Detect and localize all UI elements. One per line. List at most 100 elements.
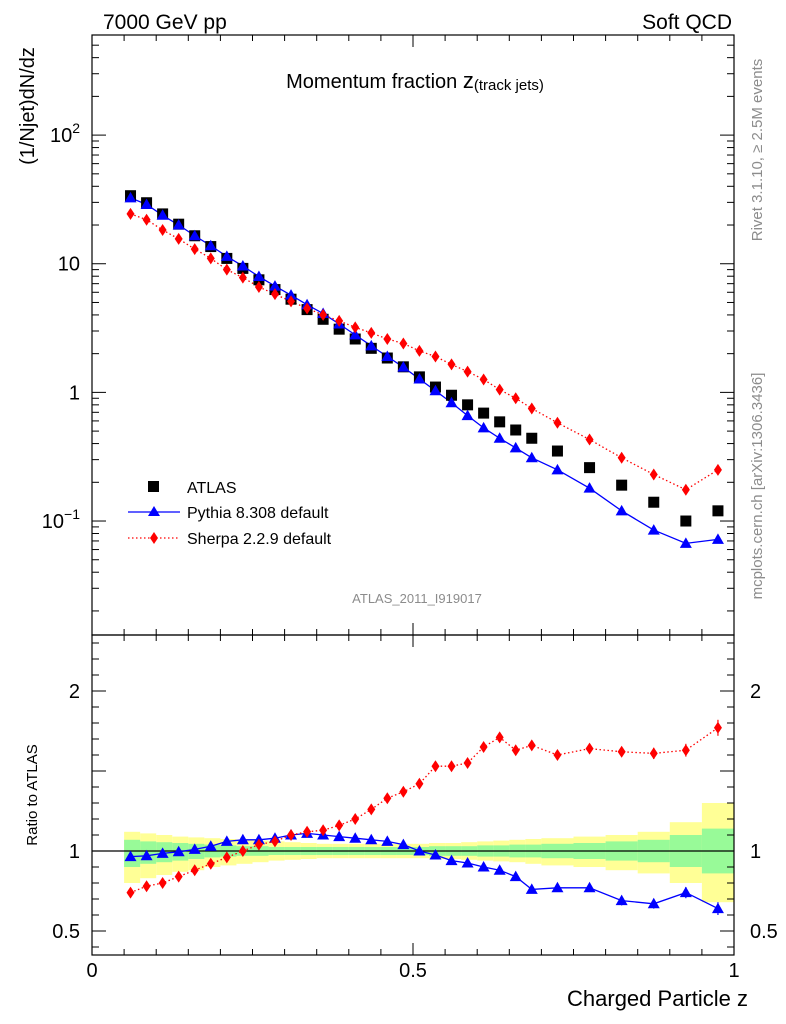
ratio-point-sherpa	[254, 838, 263, 851]
x-tick-label: 0	[86, 960, 97, 982]
stat-band-bin	[124, 839, 141, 867]
main-title: Momentum fraction z(track jets)	[286, 68, 544, 94]
legend-entry-pythia: Pythia 8.308 default	[128, 505, 329, 522]
main-y-tick-label: 1	[69, 382, 80, 404]
main-point-pythia	[252, 270, 265, 282]
main-point-pythia	[140, 198, 153, 209]
main-point-pythia	[429, 384, 442, 396]
legend-label-atlas: ATLAS	[187, 480, 237, 497]
main-point-pythia	[285, 289, 298, 300]
header-right: Soft QCD	[642, 11, 732, 34]
main-point-pythia	[413, 373, 426, 384]
main-point-pythia	[445, 396, 458, 408]
ratio-point-sherpa	[447, 760, 456, 773]
ratio-point-sherpa	[126, 886, 135, 899]
main-point-pythia	[647, 524, 660, 535]
main-point-pythia	[381, 350, 394, 362]
ratio-point-sherpa	[351, 813, 360, 825]
main-point-sherpa	[367, 326, 376, 339]
ratio-y-tick-label-left: 2	[69, 681, 80, 703]
main-point-sherpa	[383, 332, 392, 345]
x-axis-label: Charged Particle z	[567, 986, 748, 1011]
ratio-point-pythia	[525, 883, 538, 894]
ratio-uncertainty-bands	[124, 803, 734, 903]
ratio-point-pythia	[140, 849, 153, 861]
main-point-sherpa	[319, 308, 328, 321]
ratio-y-tick-label-left: 1	[69, 841, 80, 863]
ratio-point-pythia	[349, 832, 362, 843]
ratio-point-sherpa	[238, 845, 247, 857]
main-point-pythia	[156, 209, 169, 220]
mcplots-label: mcplots.cern.ch [arXiv:1306.3436]	[749, 373, 766, 600]
ratio-y-tick-label-right: 1	[750, 841, 761, 863]
main-point-pythia	[711, 533, 724, 544]
ratio-point-sherpa	[463, 757, 472, 769]
main-point-sherpa	[287, 295, 296, 308]
ratio-point-sherpa	[222, 851, 231, 864]
main-point-sherpa	[447, 358, 456, 371]
ratio-point-sherpa	[399, 785, 408, 798]
legend-label-pythia: Pythia 8.308 default	[187, 505, 329, 522]
main-point-sherpa	[415, 344, 424, 357]
ratio-point-pythia	[477, 861, 490, 872]
ratio-point-pythia	[172, 845, 185, 857]
main-point-sherpa	[463, 365, 472, 378]
main-point-atlas	[446, 389, 458, 401]
ratio-point-sherpa	[511, 744, 520, 757]
main-y-axis-label: (1/Njet)dN/dz	[17, 47, 39, 165]
header-left: 7000 GeV pp	[103, 11, 227, 34]
main-point-sherpa	[649, 468, 658, 481]
ratio-point-sherpa	[383, 792, 392, 805]
main-point-pythia	[461, 409, 474, 421]
main-y-tick-label: 10	[58, 254, 80, 276]
main-point-pythia	[615, 504, 628, 516]
main-point-pythia	[349, 328, 362, 340]
ratio-point-sherpa	[206, 857, 215, 870]
ratio-point-pythia	[711, 902, 724, 914]
main-point-sherpa	[254, 280, 263, 293]
main-point-pythia	[268, 280, 281, 291]
ratio-point-sherpa	[649, 747, 658, 760]
ratio-point-sherpa	[335, 819, 344, 832]
main-point-pythia	[583, 482, 596, 493]
main-point-pythia	[188, 229, 201, 241]
main-point-sherpa	[511, 392, 520, 405]
main-point-sherpa	[238, 271, 247, 284]
ratio-point-pythia	[397, 838, 410, 850]
main-point-sherpa	[190, 243, 199, 256]
main-point-atlas	[478, 407, 490, 419]
main-point-atlas	[333, 323, 345, 335]
main-point-sherpa	[174, 232, 183, 245]
ratio-point-sherpa	[681, 744, 690, 757]
ratio-point-pythia	[381, 835, 394, 846]
legend-marker-sherpa	[150, 532, 158, 544]
ratio-point-sherpa	[303, 825, 312, 838]
legend-entry-sherpa: Sherpa 2.2.9 default	[128, 531, 332, 548]
main-y-tick-label: 10−1	[42, 506, 80, 533]
main-point-pythia	[397, 361, 410, 372]
main-point-atlas	[526, 432, 538, 444]
main-point-atlas	[680, 515, 692, 527]
main-point-pythia	[551, 463, 564, 475]
main-point-atlas	[648, 496, 660, 508]
main-point-sherpa	[126, 207, 135, 220]
ratio-point-sherpa	[585, 742, 594, 755]
ratio-point-pythia	[445, 854, 458, 866]
ratio-point-pythia	[333, 830, 346, 842]
legend-marker-atlas	[148, 481, 159, 492]
ratio-series	[124, 719, 724, 915]
main-point-sherpa	[553, 416, 562, 429]
main-point-sherpa	[527, 402, 536, 415]
stat-band-bin	[140, 841, 157, 864]
x-tick-label: 1	[728, 960, 739, 982]
ratio-point-sherpa	[319, 824, 328, 837]
main-point-pythia	[172, 219, 185, 230]
main-point-sherpa	[270, 288, 279, 301]
analysis-id: ATLAS_2011_I919017	[352, 591, 482, 606]
ratio-point-pythia	[647, 897, 660, 909]
main-point-sherpa	[479, 373, 488, 386]
main-point-pythia	[477, 421, 490, 433]
main-point-atlas	[712, 505, 724, 517]
ratio-point-pythia	[493, 864, 506, 875]
legend-entry-atlas: ATLAS	[148, 480, 237, 497]
